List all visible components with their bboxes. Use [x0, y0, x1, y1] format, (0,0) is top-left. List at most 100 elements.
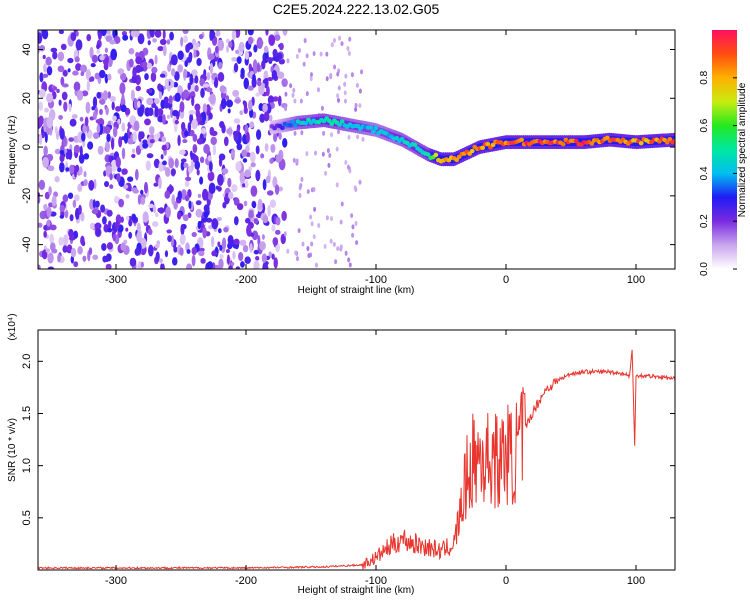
- spectrogram-noise-cell: [96, 124, 101, 134]
- spectrogram-noise-cell: [72, 70, 79, 76]
- spectrogram-noise-cell: [59, 154, 65, 163]
- spectrogram-noise-cell: [272, 237, 279, 246]
- spectrogram-noise-cell: [146, 62, 152, 69]
- spectrogram-noise-cell: [191, 254, 196, 267]
- spectrogram-ridge-cell: [664, 140, 670, 145]
- spectrogram-noise-cell: [73, 230, 79, 239]
- spectrogram-x-axis-label: Height of straight line (km): [298, 285, 415, 296]
- spectrogram-noise-cell: [38, 264, 41, 269]
- spectrogram-noise-cell: [180, 158, 187, 163]
- spectrogram-noise-cell: [48, 202, 54, 208]
- spectrogram-noise-cell: [206, 72, 211, 81]
- spectrogram-noise-cell: [286, 248, 290, 254]
- spectrogram-noise-cell: [197, 193, 202, 199]
- spectrogram-noise-cell: [176, 211, 182, 220]
- spectrogram-noise-cell: [77, 246, 83, 255]
- spectrogram-noise-cell: [222, 201, 227, 209]
- spectrogram-noise-cell: [215, 30, 221, 37]
- spectrogram-noise-cell: [133, 98, 138, 110]
- spectrogram-noise-cell: [196, 138, 204, 145]
- spectrogram-noise-cell: [340, 201, 344, 207]
- spectrogram-noise-cell: [219, 121, 225, 129]
- spectrogram-noise-cell: [145, 160, 151, 171]
- spectrogram-noise-cell: [99, 108, 103, 116]
- spectrogram-noise-cell: [179, 247, 184, 256]
- spectrogram-noise-cell: [161, 144, 167, 151]
- snr-series-line: [38, 349, 675, 570]
- spectrogram-noise-cell: [83, 179, 88, 186]
- spectrogram-noise-cell: [45, 248, 50, 253]
- spectrogram-noise-cell: [243, 77, 250, 90]
- spectrogram-noise-cell: [58, 30, 65, 35]
- figure-title: C2E5.2024.222.13.02.G05: [273, 1, 440, 17]
- spectrogram-noise-cell: [247, 85, 254, 91]
- spectrogram-noise-cell: [171, 194, 176, 206]
- spectrogram-noise-cell: [158, 161, 164, 172]
- spectrogram-noise-cell: [162, 160, 167, 166]
- spectrogram-frame: [37, 29, 676, 270]
- spectrogram-noise-cell: [209, 30, 214, 42]
- spectrogram-noise-cell: [38, 179, 46, 190]
- spectrogram-noise-cell: [336, 93, 340, 99]
- spectrogram-ridge-cell: [412, 142, 418, 148]
- spectrogram-noise-cell: [177, 134, 181, 146]
- spectrogram-noise-cell: [253, 249, 259, 255]
- spectrogram-noise-cell: [332, 37, 336, 43]
- spectrogram-noise-cell: [292, 87, 296, 93]
- spectrogram-noise-cell: [271, 56, 279, 62]
- colorbar-label: Normalized spectral amplitude: [737, 82, 748, 217]
- spectrogram-noise-cell: [80, 71, 85, 77]
- spectrogram-noise-cell: [170, 80, 175, 88]
- spectrogram-noise-cell: [262, 178, 267, 191]
- spectrogram-noise-cell: [168, 95, 173, 105]
- snr-x-ticks: -300 -200 -100 0 100: [105, 330, 645, 587]
- spectrogram-noise-cell: [313, 206, 317, 212]
- spectrogram-noise-cell: [292, 157, 296, 163]
- spectrogram-noise-cell: [85, 101, 91, 114]
- spectrogram-noise-cell: [350, 213, 354, 219]
- spectrogram-noise-cell: [104, 64, 108, 70]
- spectrogram-noise-cell: [219, 85, 226, 93]
- spectrogram-noise-cell: [227, 234, 234, 246]
- spectrogram-noise-cell: [88, 247, 93, 256]
- spectrogram-noise-cell: [244, 50, 250, 60]
- spectrogram-noise-cell: [108, 155, 112, 163]
- spectrogram-noise-cell: [238, 41, 245, 53]
- spectrogram-noise-cell: [135, 51, 140, 58]
- spectrogram-noise-cell: [262, 214, 269, 224]
- spectrogram-noise-cell: [57, 51, 65, 62]
- spectrogram-noise-cell: [248, 209, 254, 219]
- spectrogram-noise-cell: [208, 112, 213, 120]
- spectrogram-noise-cell: [200, 127, 207, 135]
- spectrogram-noise-cell: [105, 263, 112, 269]
- spectrogram-noise-cell: [67, 68, 71, 73]
- spectrogram-noise-cell: [122, 184, 129, 190]
- spectrogram-noise-cell: [322, 130, 326, 136]
- spectrogram-noise-cell: [45, 56, 52, 66]
- spectrogram-noise-cell: [208, 182, 216, 194]
- spectrogram-noise-cell: [180, 160, 185, 171]
- spectrogram-noise-cell: [182, 214, 189, 222]
- spectrogram-noise-cell: [253, 218, 259, 224]
- spectrogram-noise-cell: [62, 194, 69, 203]
- spectrogram-ridge-cell: [373, 125, 379, 131]
- spectrogram-noise-cell: [348, 262, 352, 268]
- spectrogram-x-ticks: -300 -200 -100 0 100: [105, 30, 645, 286]
- spectrogram-noise-cell: [257, 39, 264, 46]
- spectrogram-noise-cell: [109, 184, 114, 189]
- spectrogram-noise-cell: [128, 58, 134, 68]
- spectrogram-noise-cell: [187, 82, 191, 91]
- spectrogram-noise-cell: [106, 209, 113, 217]
- spectrogram-noise-cell: [159, 38, 167, 46]
- spectrogram-noise-cell: [57, 65, 65, 73]
- spectrogram-noise-cell: [253, 260, 260, 269]
- spectrogram-noise-cell: [208, 161, 213, 172]
- spectrogram-ridge-cell: [573, 138, 579, 144]
- spectrogram-noise-cell: [120, 242, 127, 251]
- spectrogram-noise-cell: [137, 194, 142, 205]
- spectrogram-noise-cell: [59, 150, 65, 155]
- spectrogram-noise-cell: [262, 103, 268, 113]
- spectrogram-noise-cell: [343, 98, 347, 104]
- spectrogram-noise-cell: [300, 177, 304, 183]
- spectrogram-ridge-cell: [490, 142, 496, 148]
